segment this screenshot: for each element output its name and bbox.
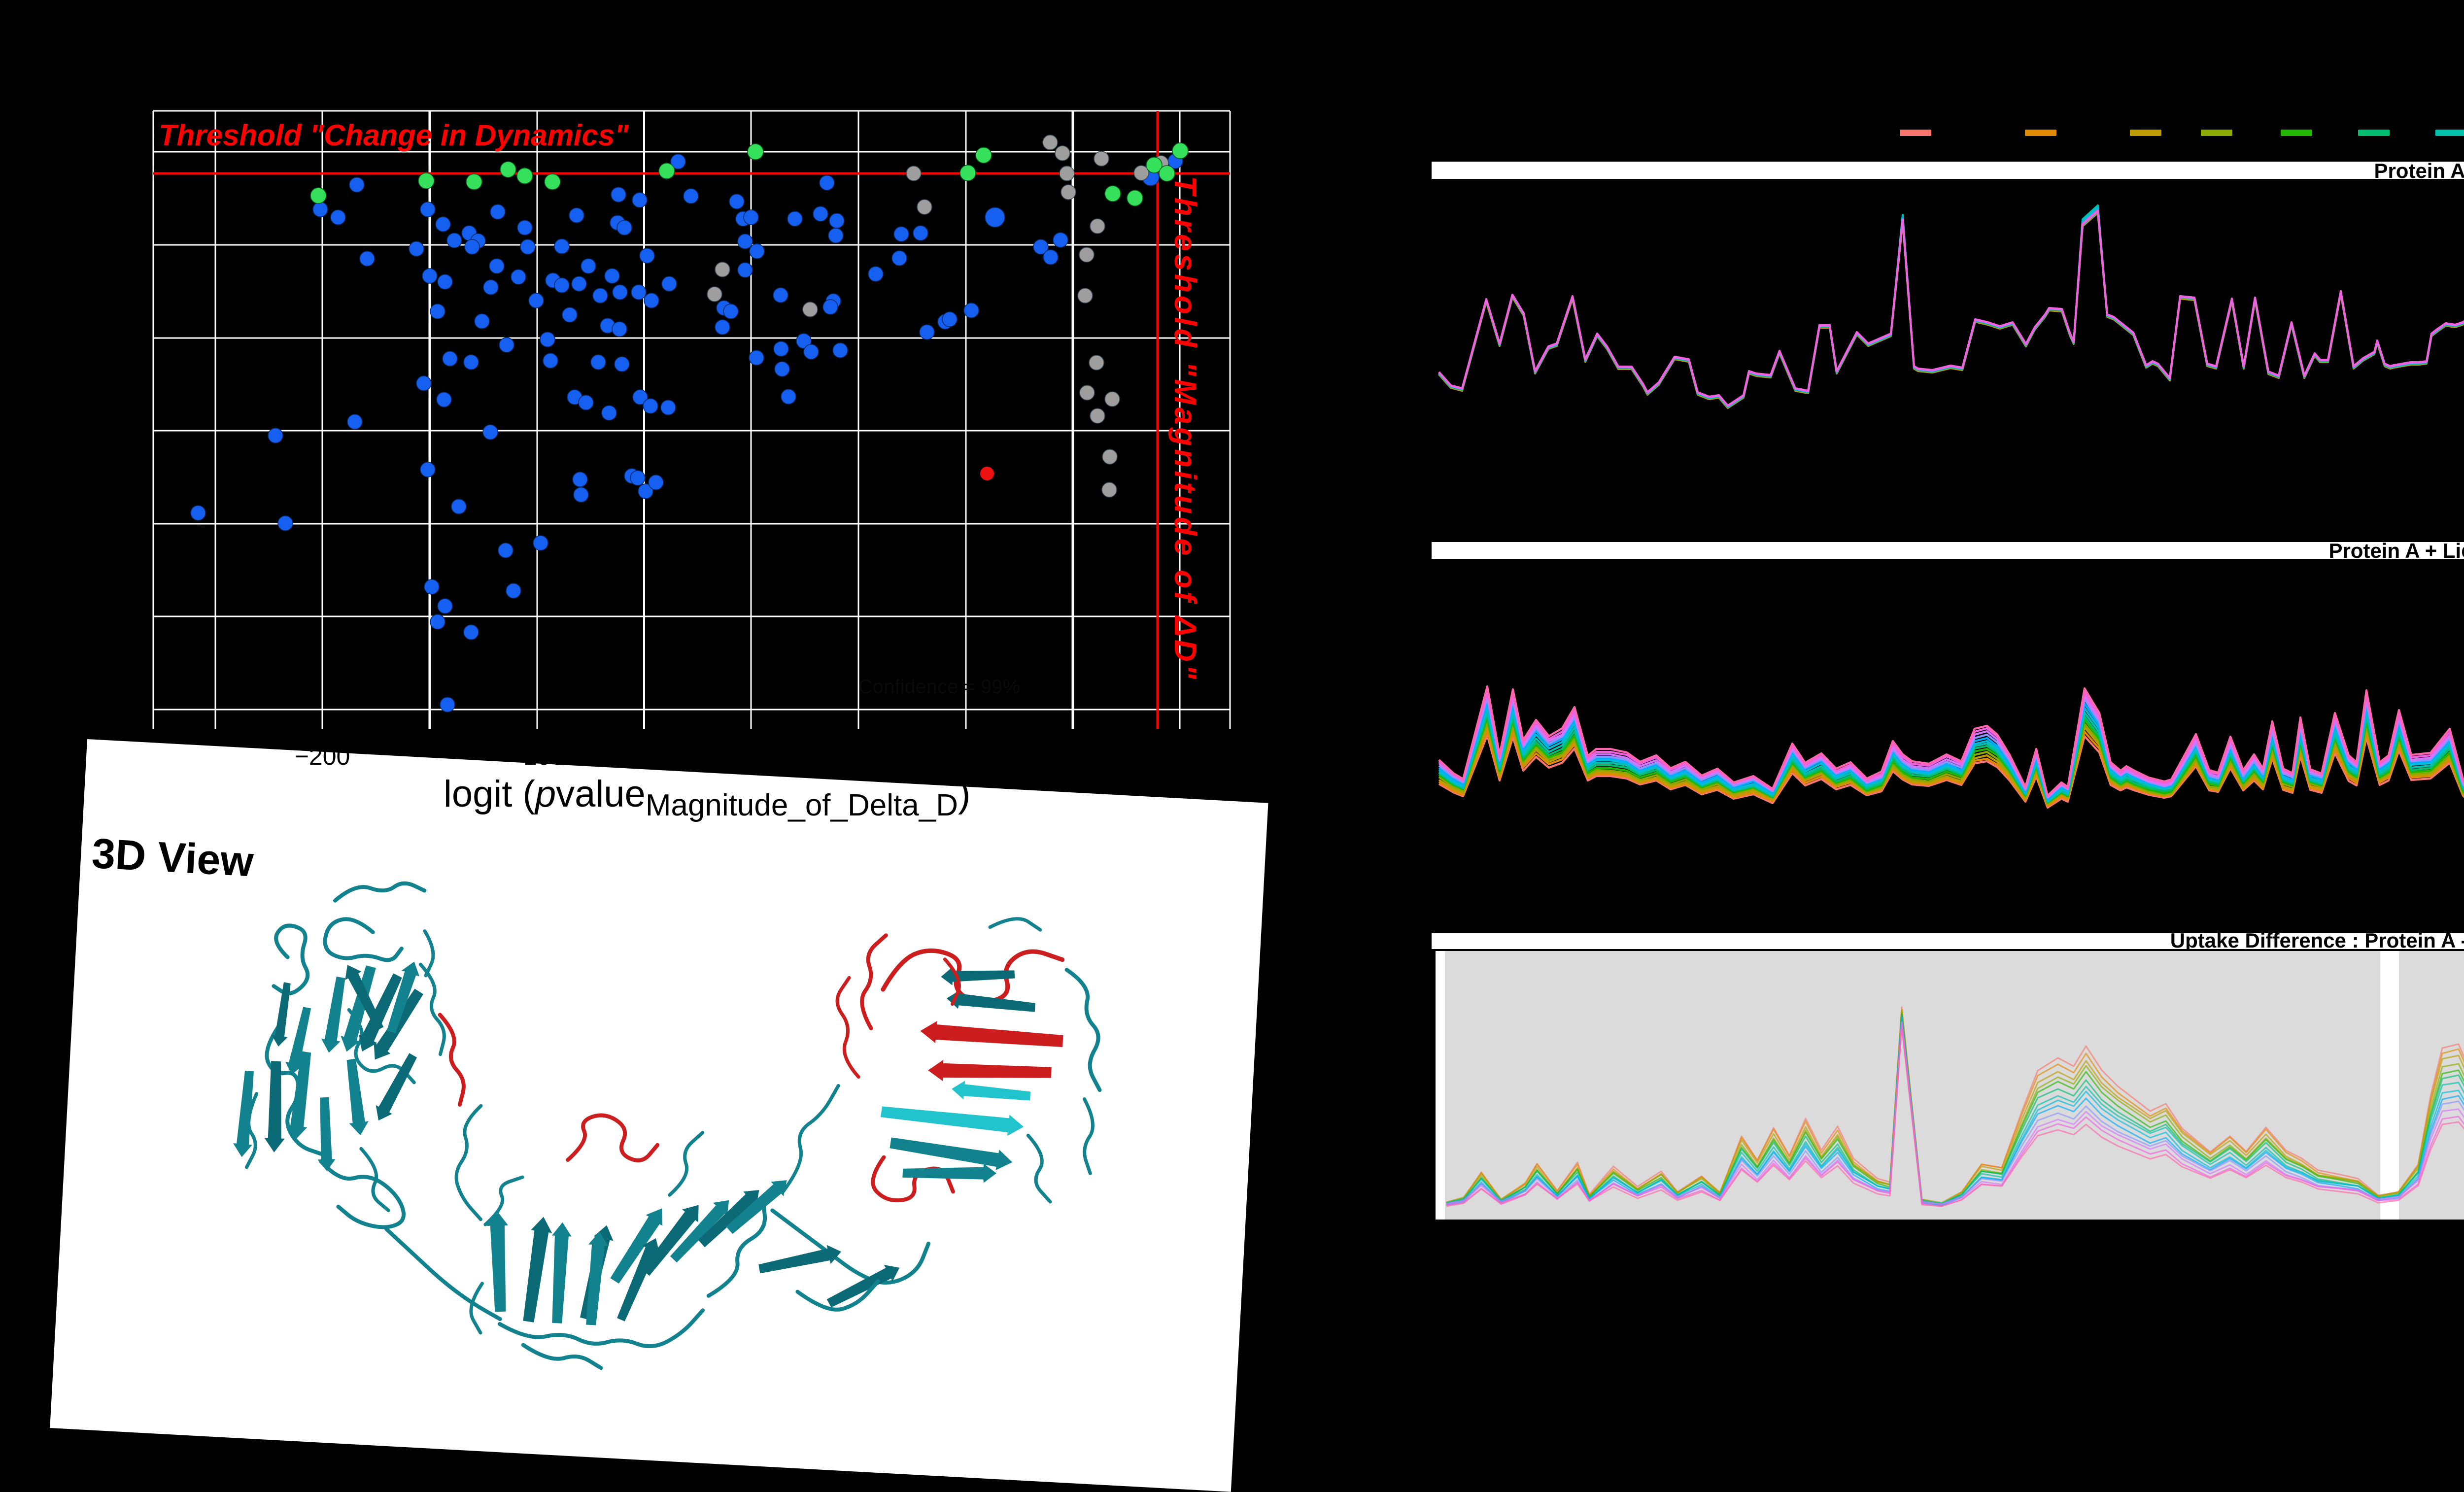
svg-text:Protein A: Protein A [2374, 159, 2464, 182]
svg-text:Protein A + Ligand: Protein A + Ligand [2328, 539, 2464, 562]
svg-text:Uptake Difference : Protein A: Uptake Difference : Protein A - (Protein… [2170, 929, 2464, 952]
